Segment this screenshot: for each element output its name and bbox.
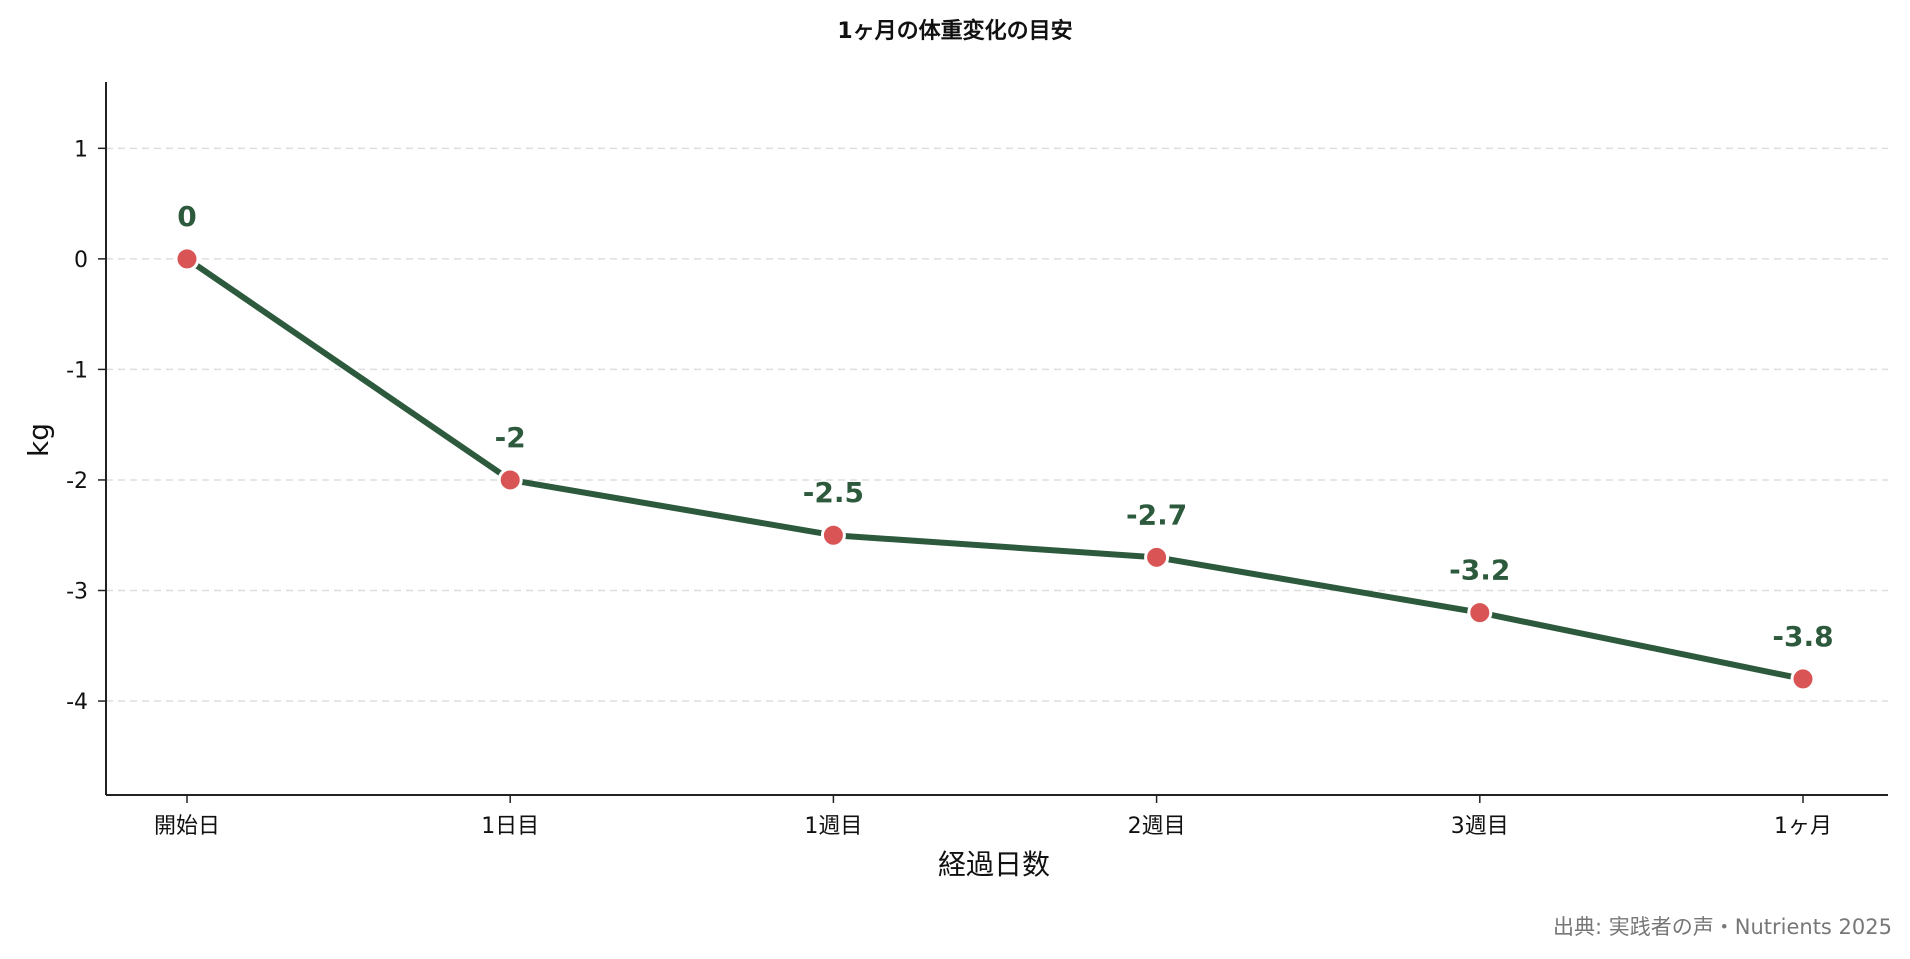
x-tick-label: 開始日 [154, 814, 220, 839]
y-tick-label: 0 [74, 248, 88, 273]
x-tick-label: 1日目 [481, 814, 539, 839]
series-line [184, 255, 1806, 682]
x-axis-ticks: 開始日 1日目 1週目 2週目 3週目 1ヶ月 [154, 795, 1832, 839]
axes [105, 82, 1888, 796]
data-labels: 0 -2 -2.5 -2.7 -3.2 -3.8 [177, 200, 1833, 653]
x-tick-label: 1週目 [804, 814, 862, 839]
data-label: -3.2 [1449, 554, 1510, 587]
data-point [1790, 666, 1816, 692]
data-label: 0 [177, 200, 196, 233]
y-axis-label: kg [22, 423, 55, 457]
chart-title: 1ヶ月の体重変化の目安 [837, 18, 1072, 44]
series-weight-change [174, 246, 1816, 692]
grid-lines [106, 147, 1888, 702]
y-tick-label: -2 [66, 469, 88, 494]
data-point [174, 246, 200, 272]
y-tick-label: -3 [66, 579, 88, 604]
data-point [1467, 600, 1493, 626]
y-tick-label: -1 [66, 358, 88, 383]
data-point [1144, 544, 1170, 570]
x-tick-label: 1ヶ月 [1774, 814, 1832, 839]
y-axis-ticks: 1 0 -1 -2 -3 -4 [66, 137, 106, 715]
x-tick-label: 2週目 [1128, 814, 1186, 839]
y-tick-label: -4 [66, 690, 88, 715]
data-point [497, 467, 523, 493]
x-tick-label: 3週目 [1451, 814, 1509, 839]
source-note: 出典: 実践者の声・Nutrients 2025 [1553, 915, 1892, 939]
x-axis-label: 経過日数 [938, 848, 1050, 881]
data-label: -2 [495, 421, 526, 454]
data-label: -2.7 [1126, 498, 1187, 531]
y-tick-label: 1 [74, 137, 88, 162]
data-label: -2.5 [803, 476, 864, 509]
data-point [820, 522, 846, 548]
data-label: -3.8 [1772, 620, 1833, 653]
